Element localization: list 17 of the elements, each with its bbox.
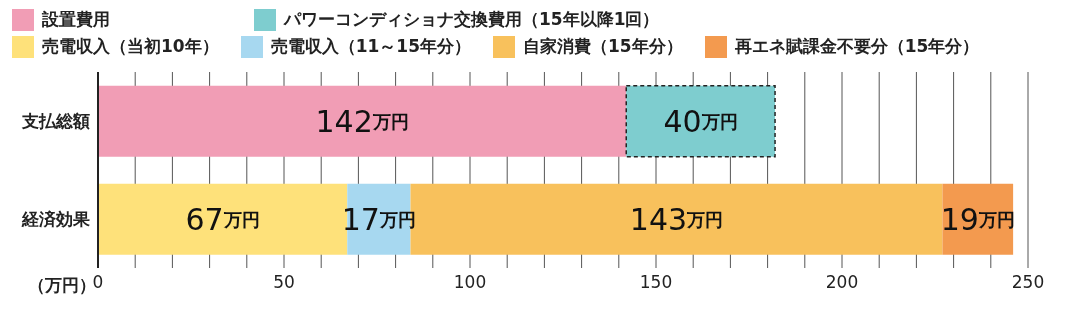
legend-label: パワーコンディショナ交換費用（15年以降1回） [284, 8, 660, 31]
x-tick-label: 50 [273, 272, 295, 293]
legend-label: 設置費用 [42, 8, 110, 31]
legend-label: 売電収入（当初10年） [42, 35, 219, 58]
data-label: 67万円 [185, 201, 260, 237]
data-label: 142万円 [315, 103, 409, 139]
legend-label: 再エネ賦課金不要分（15年分） [734, 35, 980, 58]
x-tick-label: 100 [453, 272, 487, 293]
y-tick-label: 支払総額 [21, 111, 90, 132]
x-tick-label: 150 [639, 272, 673, 293]
legend-label: 売電収入（11～15年分） [270, 35, 471, 58]
x-tick-label: 250 [1011, 272, 1045, 293]
data-label: 40万円 [663, 103, 738, 139]
legend-label: 自家消費（15年分） [523, 35, 683, 58]
data-label: 143万円 [629, 201, 724, 237]
x-tick-label: 200 [825, 272, 859, 293]
y-tick-label: 経済効果 [21, 209, 91, 230]
